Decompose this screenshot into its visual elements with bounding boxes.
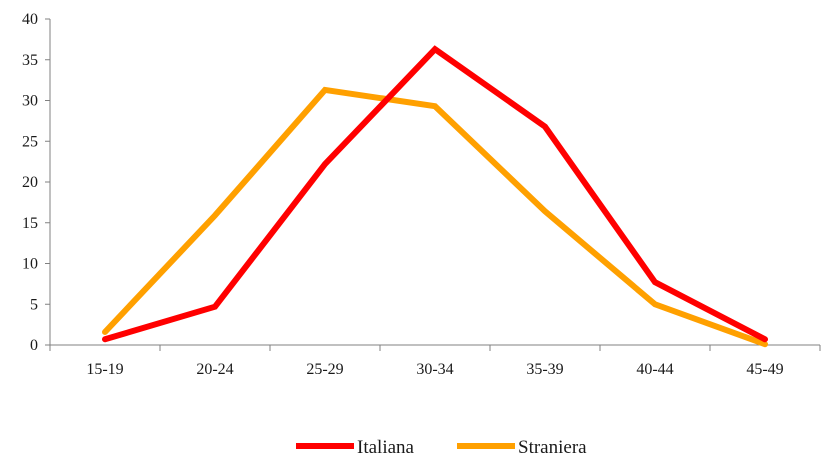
axes: 0 5 10 15 20 25 30 35 40 15-19 20-24 25-29 30-34 35-3… [22,11,821,378]
x-tick-label: 25-29 [306,361,343,378]
legend-label-straniera: Straniera [518,437,587,456]
y-tick-label: 40 [22,11,38,28]
y-tick-label: 30 [22,93,38,110]
x-tick-label: 30-34 [416,361,453,378]
y-tick-label: 0 [30,337,38,354]
legend: Italiana Straniera [296,437,587,456]
x-tick-label: 15-19 [86,361,123,378]
y-tick-label: 25 [22,133,38,150]
series-line-italiana [102,45,768,343]
x-tick-label: 20-24 [196,361,233,378]
x-tick-label: 35-39 [526,361,563,378]
x-tick-label: 40-44 [636,361,673,378]
y-tick-label: 20 [22,174,38,191]
y-tick-label: 15 [22,215,38,232]
series-layer [102,45,768,348]
series-line-straniera [102,86,768,348]
y-tick-label: 5 [30,296,38,313]
y-tick-label: 10 [22,256,38,273]
legend-label-italiana: Italiana [357,437,415,456]
x-tick-label: 45-49 [746,361,783,378]
y-tick-label: 35 [22,52,38,69]
